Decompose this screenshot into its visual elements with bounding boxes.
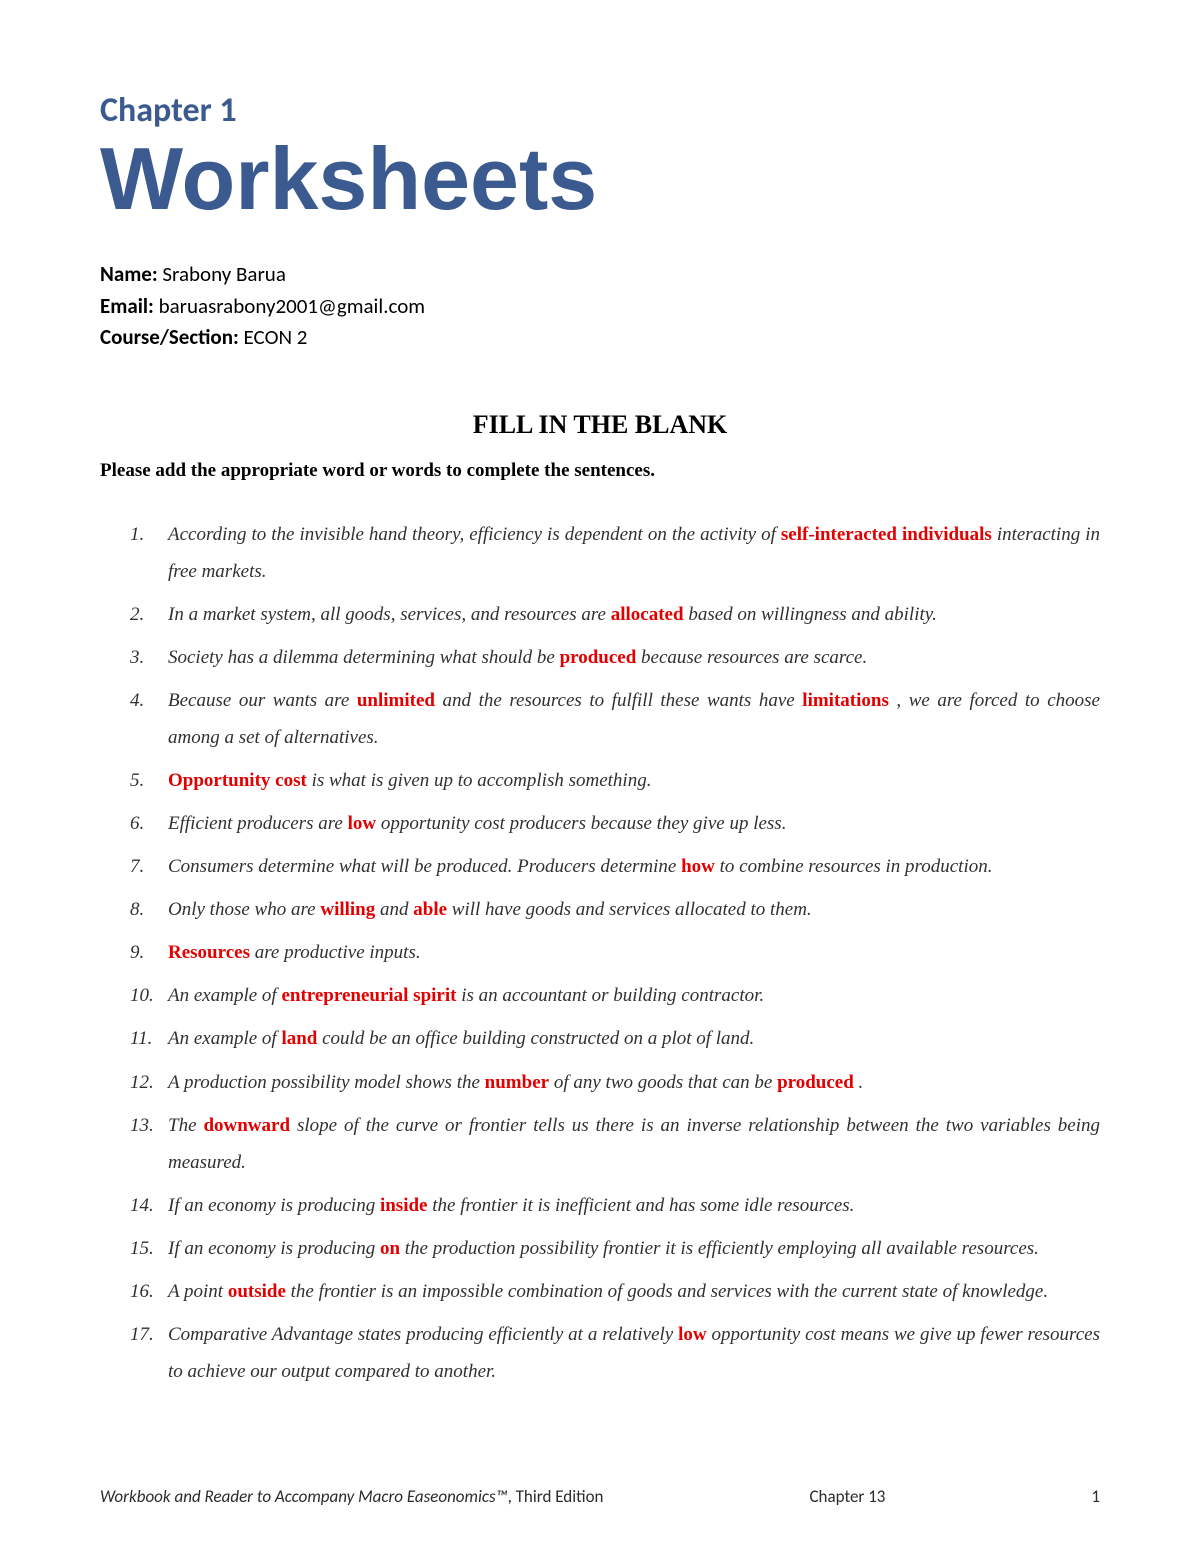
question-text: the production possibility frontier it i… bbox=[400, 1238, 1039, 1259]
question-text: An example of bbox=[168, 1028, 281, 1049]
question-text: Comparative Advantage states producing e… bbox=[168, 1324, 678, 1345]
question-item: In a market system, all goods, services,… bbox=[168, 596, 1100, 633]
question-text: because resources are scarce. bbox=[636, 647, 867, 668]
question-text: is an accountant or building contractor. bbox=[456, 985, 764, 1006]
question-text: of any two goods that can be bbox=[549, 1072, 777, 1093]
course-label: Course/Section: bbox=[100, 324, 244, 350]
question-text: If an economy is producing bbox=[168, 1195, 380, 1216]
answer-blank: Opportunity cost bbox=[168, 770, 307, 791]
question-text: The bbox=[168, 1115, 203, 1136]
question-item: Society has a dilemma determining what s… bbox=[168, 639, 1100, 676]
answer-blank: Resources bbox=[168, 942, 250, 963]
footer-edition: , Third Edition bbox=[508, 1486, 604, 1507]
question-text: Efficient producers are bbox=[168, 813, 348, 834]
footer-chapter-ref: Chapter 13 bbox=[809, 1486, 885, 1507]
question-text: . bbox=[854, 1072, 864, 1093]
footer-book-title: Workbook and Reader to Accompany Macro E… bbox=[100, 1486, 508, 1507]
question-item: Only those who are willing and able will… bbox=[168, 891, 1100, 928]
answer-blank: self-interacted individuals bbox=[781, 524, 992, 545]
question-text: could be an office building constructed … bbox=[317, 1028, 754, 1049]
page-title: Worksheets bbox=[100, 133, 1100, 225]
question-item: Comparative Advantage states producing e… bbox=[168, 1316, 1100, 1390]
page-footer: Workbook and Reader to Accompany Macro E… bbox=[100, 1486, 1100, 1507]
question-list: According to the invisible hand theory, … bbox=[100, 516, 1100, 1390]
question-text: based on willingness and ability. bbox=[684, 604, 937, 625]
question-item: The downward slope of the curve or front… bbox=[168, 1107, 1100, 1181]
question-text: If an economy is producing bbox=[168, 1238, 380, 1259]
question-text: Consumers determine what will be produce… bbox=[168, 856, 681, 877]
question-text: A production possibility model shows the bbox=[168, 1072, 485, 1093]
footer-page-number: 1 bbox=[1091, 1486, 1100, 1507]
answer-blank: entrepreneurial spirit bbox=[281, 985, 456, 1006]
answer-blank: produced bbox=[777, 1072, 854, 1093]
question-text: the frontier is an impossible combinatio… bbox=[286, 1281, 1048, 1302]
question-text: In a market system, all goods, services,… bbox=[168, 604, 611, 625]
course-value: ECON 2 bbox=[244, 324, 308, 350]
answer-blank: able bbox=[413, 899, 447, 920]
answer-blank: outside bbox=[228, 1281, 286, 1302]
answer-blank: inside bbox=[380, 1195, 428, 1216]
question-item: According to the invisible hand theory, … bbox=[168, 516, 1100, 590]
answer-blank: land bbox=[281, 1028, 317, 1049]
question-item: If an economy is producing inside the fr… bbox=[168, 1187, 1100, 1224]
question-text: Only those who are bbox=[168, 899, 320, 920]
footer-book: Workbook and Reader to Accompany Macro E… bbox=[100, 1486, 604, 1507]
student-name-line: Name: Srabony Barua bbox=[100, 259, 1100, 291]
answer-blank: allocated bbox=[611, 604, 684, 625]
answer-blank: low bbox=[678, 1324, 707, 1345]
answer-blank: on bbox=[380, 1238, 400, 1259]
question-text: the frontier it is inefficient and has s… bbox=[427, 1195, 854, 1216]
email-label: Email: bbox=[100, 293, 159, 319]
name-value: Srabony Barua bbox=[162, 261, 286, 287]
question-text: Because our wants are bbox=[168, 690, 357, 711]
question-item: If an economy is producing on the produc… bbox=[168, 1230, 1100, 1267]
question-text: A point bbox=[168, 1281, 228, 1302]
name-label: Name: bbox=[100, 261, 162, 287]
question-item: A production possibility model shows the… bbox=[168, 1064, 1100, 1101]
question-text: to combine resources in production. bbox=[715, 856, 993, 877]
chapter-label: Chapter 1 bbox=[100, 90, 1100, 131]
question-item: Opportunity cost is what is given up to … bbox=[168, 762, 1100, 799]
answer-blank: downward bbox=[203, 1115, 290, 1136]
answer-blank: number bbox=[485, 1072, 549, 1093]
question-text: and bbox=[375, 899, 413, 920]
question-text: According to the invisible hand theory, … bbox=[168, 524, 781, 545]
email-value: baruasrabony2001@gmail.com bbox=[159, 293, 426, 319]
answer-blank: unlimited bbox=[357, 690, 435, 711]
question-text: slope of the curve or frontier tells us … bbox=[168, 1115, 1100, 1173]
question-item: A point outside the frontier is an impos… bbox=[168, 1273, 1100, 1310]
answer-blank: how bbox=[681, 856, 715, 877]
answer-blank: produced bbox=[560, 647, 637, 668]
question-text: and the resources to fulfill these wants… bbox=[435, 690, 802, 711]
question-item: Resources are productive inputs. bbox=[168, 934, 1100, 971]
question-text: opportunity cost producers because they … bbox=[376, 813, 786, 834]
question-text: are productive inputs. bbox=[250, 942, 421, 963]
question-item: Efficient producers are low opportunity … bbox=[168, 805, 1100, 842]
question-text: Society has a dilemma determining what s… bbox=[168, 647, 560, 668]
answer-blank: limitations bbox=[802, 690, 889, 711]
question-item: An example of entrepreneurial spirit is … bbox=[168, 977, 1100, 1014]
student-course-line: Course/Section: ECON 2 bbox=[100, 322, 1100, 354]
answer-blank: low bbox=[348, 813, 377, 834]
answer-blank: willing bbox=[320, 899, 375, 920]
student-email-line: Email: baruasrabony2001@gmail.com bbox=[100, 291, 1100, 323]
question-item: An example of land could be an office bu… bbox=[168, 1020, 1100, 1057]
section-heading: FILL IN THE BLANK bbox=[100, 410, 1100, 440]
question-item: Consumers determine what will be produce… bbox=[168, 848, 1100, 885]
section-instructions: Please add the appropriate word or words… bbox=[100, 460, 1100, 482]
question-text: is what is given up to accomplish someth… bbox=[307, 770, 652, 791]
question-item: Because our wants are unlimited and the … bbox=[168, 682, 1100, 756]
question-text: An example of bbox=[168, 985, 281, 1006]
question-text: will have goods and services allocated t… bbox=[447, 899, 812, 920]
